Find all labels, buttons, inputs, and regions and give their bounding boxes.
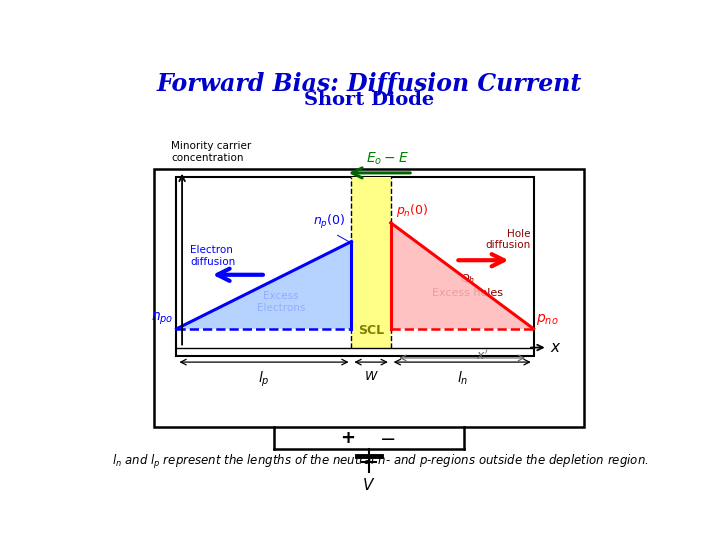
Text: $-$: $-$	[379, 428, 395, 447]
Bar	[176, 177, 534, 356]
Text: $l_p$: $l_p$	[258, 369, 270, 389]
Polygon shape	[176, 241, 351, 329]
Text: Forward Bias: Diffusion Current: Forward Bias: Diffusion Current	[156, 71, 582, 96]
Polygon shape	[391, 223, 534, 329]
Text: $p_n(0)$: $p_n(0)$	[396, 201, 429, 219]
Text: $n_p(0)$: $n_p(0)$	[313, 213, 346, 231]
Text: $Q_h$
Excess holes: $Q_h$ Excess holes	[432, 273, 503, 298]
Text: Minority carrier
concentration: Minority carrier concentration	[171, 141, 251, 163]
Text: SCL: SCL	[358, 324, 384, 337]
Text: Excess
Electrons: Excess Electrons	[256, 291, 305, 313]
Text: $x$: $x$	[550, 340, 562, 355]
Bar	[351, 177, 391, 348]
Text: $V$: $V$	[362, 477, 376, 493]
Text: Short Diode: Short Diode	[304, 91, 434, 109]
Text: Hole
diffusion: Hole diffusion	[485, 228, 531, 250]
Bar	[154, 168, 584, 427]
Text: $E_o - E$: $E_o - E$	[366, 150, 409, 167]
Text: $l_n$: $l_n$	[456, 369, 468, 387]
Text: $x'$: $x'$	[476, 349, 489, 363]
Text: +: +	[340, 429, 355, 447]
Text: Electron
diffusion: Electron diffusion	[190, 245, 235, 267]
Text: $n_{po}$: $n_{po}$	[151, 310, 174, 327]
Text: $l_n$ and $l_p$ represent the lengths of the neutral $n$- and $p$-regions outsid: $l_n$ and $l_p$ represent the lengths of…	[112, 453, 649, 471]
Text: $p_{no}$: $p_{no}$	[536, 312, 559, 327]
Text: $W$: $W$	[364, 369, 379, 382]
